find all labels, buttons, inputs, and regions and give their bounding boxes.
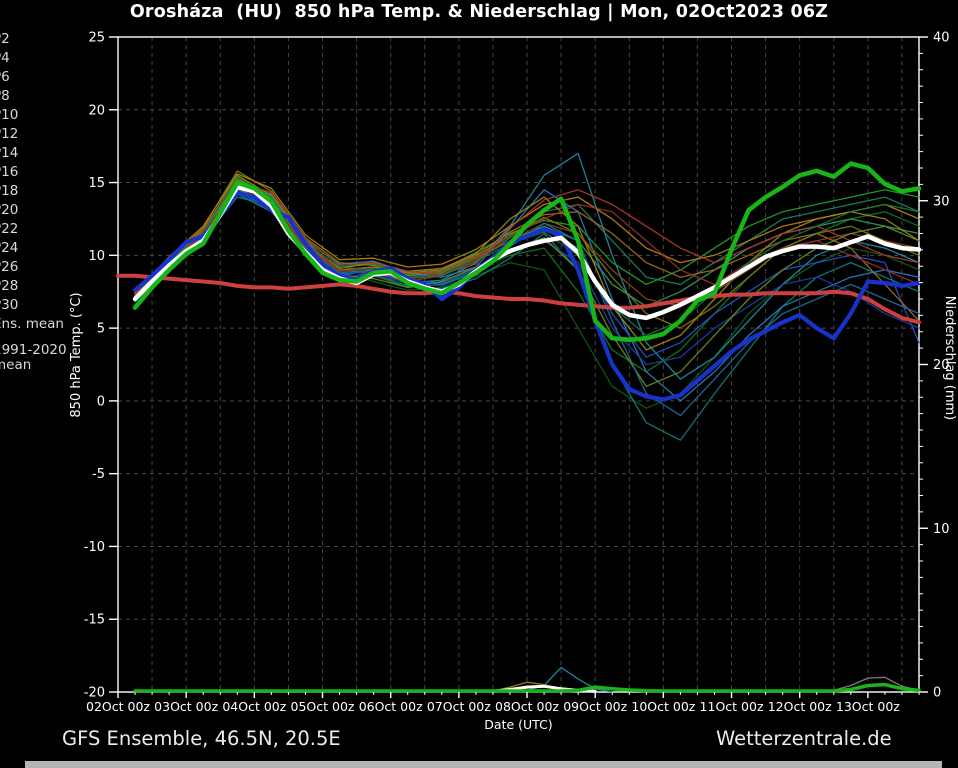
- ensemble-member-line: [134, 173, 920, 294]
- legend-climate-label: 1991-2020mean: [0, 342, 67, 373]
- legend-member-label: P26: [0, 259, 19, 275]
- date-tick-label: 08Oct 00z: [495, 699, 559, 714]
- date-tick-label: 09Oct 00z: [563, 699, 627, 714]
- precip-operational-line: [133, 682, 921, 693]
- legend-member-label: P6: [0, 69, 10, 85]
- 1991-2020-mean-line: [116, 273, 921, 325]
- model-run-label: GFS Ensemble, 46.5N, 20.5E: [62, 727, 341, 750]
- precip-tick-label: 30: [933, 194, 950, 209]
- ensemble-legend: P2 P4 P6 P8 P10 P12 P14 P16 P18 P20 P22 P24 P26 P28 P3…: [0, 30, 67, 373]
- legend-member-label: P30: [0, 297, 19, 313]
- chart-title: Orosháza (HU) 850 hPa Temp. & Niederschl…: [129, 2, 829, 22]
- temp-tick-label: 0: [97, 394, 105, 409]
- precip-axis-title: Niederschlag (mm): [942, 296, 957, 421]
- legend-member-label: P8: [0, 88, 10, 104]
- date-tick-label: 13Oct 00z: [836, 699, 900, 714]
- temp-tick-label: 20: [88, 103, 105, 118]
- legend-member-label: P14: [0, 145, 19, 161]
- control-line: [132, 190, 922, 402]
- date-tick-label: 02Oct 00z: [86, 699, 150, 714]
- date-tick-label: 11Oct 00z: [700, 699, 764, 714]
- temp-axis-title: 850 hPa Temp. (°C): [69, 292, 84, 417]
- x-axis-title: Date (UTC): [484, 717, 552, 732]
- ensemble-member-line: [134, 180, 920, 296]
- temp-tick-label: -10: [84, 540, 105, 555]
- plot-border: [117, 36, 920, 693]
- source-watermark: Wetterzentrale.de: [716, 727, 892, 750]
- date-tick-label: 07Oct 00z: [427, 699, 491, 714]
- ensemble-member-line: [833, 676, 920, 692]
- temp-tick-label: -5: [92, 467, 105, 482]
- date-tick-label: 05Oct 00z: [291, 699, 355, 714]
- window-bottom-strip: [25, 761, 942, 768]
- temp-tick-label: 5: [97, 322, 105, 337]
- legend-member-label: P12: [0, 126, 19, 142]
- date-tick-label: 04Oct 00z: [222, 699, 286, 714]
- legend-member-label: P28: [0, 278, 19, 294]
- ens-mean-line: [132, 184, 922, 321]
- legend-member-label: P20: [0, 202, 19, 218]
- legend-member-label: P16: [0, 164, 19, 180]
- temp-tick-label: 15: [88, 176, 105, 191]
- date-tick-label: 03Oct 00z: [154, 699, 218, 714]
- precip-tick-label: 10: [933, 522, 950, 537]
- legend-member-label: P24: [0, 240, 19, 256]
- date-tick-label: 06Oct 00z: [359, 699, 423, 714]
- ensemble-member-line: [134, 174, 920, 351]
- operational-line: [132, 161, 922, 343]
- date-tick-label: 12Oct 00z: [768, 699, 832, 714]
- legend-member-label: P2: [0, 31, 10, 47]
- temp-tick-label: 25: [88, 31, 105, 46]
- legend-member-label: P4: [0, 50, 10, 66]
- temp-tick-label: -15: [84, 613, 105, 628]
- legend-ens-mean-label: Ens. mean: [0, 316, 64, 332]
- temp-tick-label: -20: [84, 686, 105, 701]
- precip-tick-label: 40: [933, 31, 950, 46]
- precip-tick-label: 0: [933, 686, 941, 701]
- legend-member-label: P18: [0, 183, 19, 199]
- date-tick-label: 10Oct 00z: [631, 699, 695, 714]
- precip-tick-label: 20: [933, 358, 950, 373]
- legend-member-label: P22: [0, 221, 19, 237]
- temp-tick-label: 10: [88, 249, 105, 264]
- legend-member-label: P10: [0, 107, 19, 123]
